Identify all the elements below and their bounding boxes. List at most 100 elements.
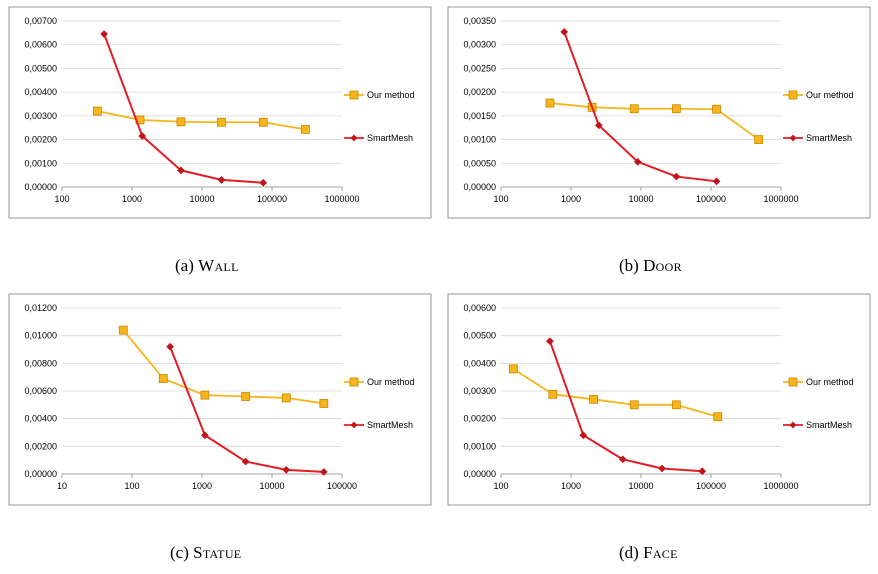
caption-wall: (a) Wall <box>175 256 239 276</box>
y-tick-label: 0,00500 <box>463 331 496 341</box>
data-point-square <box>118 325 128 335</box>
y-tick-label: 0,00500 <box>24 63 57 73</box>
data-point-square <box>629 400 639 410</box>
y-tick-label: 0,00200 <box>24 441 57 451</box>
legend-marker-square <box>788 377 798 387</box>
data-point-diamond <box>100 30 109 38</box>
x-tick-label: 10000 <box>189 194 214 204</box>
legend-marker-square <box>349 377 359 387</box>
y-tick-label: 0,00400 <box>24 414 57 424</box>
x-tick-label: 1000000 <box>324 194 359 204</box>
chart-panel-statue: 0,00000 0,00200 0,00400 0,00600 0,00800 0,010… <box>0 287 439 574</box>
data-point-diamond <box>200 431 209 440</box>
data-point-square <box>712 104 721 114</box>
x-tick-label: 10000 <box>259 481 284 491</box>
chart-statue: 0,00000 0,00200 0,00400 0,00600 0,00800 0,010… <box>8 293 432 506</box>
data-point-square <box>754 135 764 144</box>
caption-door: (b) Door <box>619 256 682 276</box>
caption-name: Statue <box>193 543 242 562</box>
legend-label: SmartMesh <box>806 420 852 430</box>
legend-label: SmartMesh <box>367 420 413 430</box>
x-tick-label: 1000000 <box>763 194 798 204</box>
y-tick-label: 0,00400 <box>463 358 496 368</box>
data-point-square <box>545 98 555 108</box>
y-tick-label: 0,00400 <box>24 87 57 97</box>
y-tick-label: 0,00050 <box>463 158 496 168</box>
legend-marker-diamond <box>350 421 358 429</box>
data-point-diamond <box>712 177 721 186</box>
y-tick-label: 0,00350 <box>463 16 496 26</box>
data-point-square <box>671 104 681 114</box>
data-point-diamond <box>633 157 642 166</box>
series-line <box>122 329 324 405</box>
legend-marker-diamond <box>789 421 797 429</box>
chart-panel-wall: 0,00000 0,00100 0,00200 0,00300 0,00400 0,005… <box>0 0 439 287</box>
x-tick-label: 100 <box>493 194 508 204</box>
chart-face: 0,00000 0,00100 0,00200 0,00300 0,00400 0,005… <box>447 293 871 506</box>
data-point-square <box>241 392 251 401</box>
x-tick-label: 100000 <box>327 481 357 491</box>
y-tick-label: 0,00600 <box>24 40 57 50</box>
data-point-square <box>713 412 723 422</box>
chart-frame <box>447 6 871 219</box>
series-line <box>512 368 719 418</box>
x-tick-label: 100000 <box>257 194 287 204</box>
chart-panel-door: 0,00000 0,00050 0,00100 0,00150 0,00200 0,002… <box>439 0 878 287</box>
legend-marker-square <box>788 90 798 100</box>
data-point-square <box>629 104 639 114</box>
legend-label: Our method <box>806 377 854 387</box>
x-tick-label: 10000 <box>628 194 653 204</box>
y-tick-label: 0,00300 <box>463 40 496 50</box>
x-tick-label: 10000 <box>628 481 653 491</box>
x-tick-label: 1000 <box>192 481 212 491</box>
data-point-diamond <box>319 467 328 476</box>
data-point-diamond <box>560 27 569 36</box>
x-tick-label: 10 <box>57 481 67 491</box>
legend-label: Our method <box>367 90 415 100</box>
y-tick-label: 0,00100 <box>463 441 496 451</box>
data-point-square <box>300 124 310 134</box>
y-tick-label: 0,00000 <box>463 182 496 192</box>
legend-marker-diamond <box>789 134 797 142</box>
x-tick-label: 100 <box>493 481 508 491</box>
y-tick-label: 0,00600 <box>24 386 57 396</box>
x-tick-label: 100000 <box>696 481 726 491</box>
data-point-diamond <box>545 337 554 346</box>
x-tick-label: 100 <box>54 194 69 204</box>
data-point-diamond <box>579 431 588 440</box>
y-tick-label: 0,00000 <box>24 469 57 479</box>
chart-frame <box>8 293 432 506</box>
caption-prefix: (b) <box>619 256 639 275</box>
data-point-diamond <box>672 172 681 181</box>
data-point-diamond <box>658 464 667 473</box>
data-point-square <box>548 389 558 399</box>
data-point-square <box>200 390 210 400</box>
data-point-square <box>92 106 102 116</box>
y-tick-label: 0,00300 <box>463 386 496 396</box>
chart-door: 0,00000 0,00050 0,00100 0,00150 0,00200 0,002… <box>447 6 871 219</box>
y-tick-label: 0,00300 <box>24 111 57 121</box>
y-tick-label: 0,00250 <box>463 63 496 73</box>
x-tick-label: 100000 <box>696 194 726 204</box>
data-point-square <box>281 393 291 403</box>
data-point-diamond <box>282 465 291 474</box>
data-point-square <box>217 117 226 127</box>
data-point-square <box>258 117 268 127</box>
y-tick-label: 0,00100 <box>24 158 57 168</box>
data-point-diamond <box>618 455 627 464</box>
chart-wall: 0,00000 0,00100 0,00200 0,00300 0,00400 0,005… <box>8 6 432 219</box>
data-point-square <box>589 394 598 404</box>
x-tick-label: 1000 <box>122 194 142 204</box>
series-line <box>549 102 760 141</box>
legend-marker-square <box>349 90 359 100</box>
data-point-square <box>158 374 168 383</box>
y-tick-label: 0,00000 <box>463 469 496 479</box>
y-tick-label: 0,00000 <box>24 182 57 192</box>
x-tick-label: 1000000 <box>763 481 798 491</box>
y-tick-label: 0,00100 <box>463 135 496 145</box>
chart-frame <box>447 293 871 506</box>
caption-name: Wall <box>198 256 239 275</box>
data-point-square <box>319 399 329 408</box>
data-point-diamond <box>698 467 707 476</box>
data-point-diamond <box>217 175 226 184</box>
